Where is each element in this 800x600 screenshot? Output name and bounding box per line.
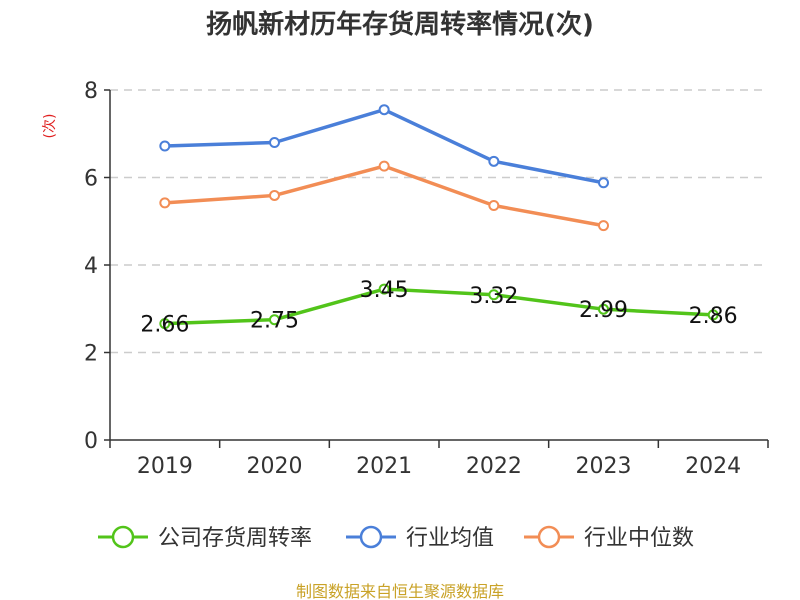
data-point-2-3 [488, 200, 500, 211]
data-point-1-3 [488, 155, 500, 167]
x-tick-label-2022: 2022 [466, 454, 522, 479]
grid-lines [110, 89, 768, 354]
chart-title: 扬帆新材历年存货周转率情况(次) [206, 9, 594, 40]
y-tick-label-8: 8 [84, 79, 98, 104]
data-label-0-3: 3.32 [469, 284, 518, 309]
data-point-2-2 [378, 160, 390, 172]
data-point-2-0 [159, 197, 171, 209]
legend-label-0: 公司存货周转率 [158, 526, 312, 551]
legend-label-2: 行业中位数 [584, 526, 694, 551]
legend-marker-0 [111, 525, 135, 549]
data-point-1-0 [159, 140, 171, 152]
series-line-0 [164, 287, 714, 326]
data-label-0-4: 2.99 [579, 298, 628, 323]
source-note: 制图数据来自恒生聚源数据库 [296, 582, 504, 600]
data-point-2-1 [269, 189, 280, 201]
data-point-0-1 [269, 314, 280, 326]
data-point-1-1 [269, 137, 280, 148]
series-line-1 [164, 107, 604, 185]
x-tick-label-2019: 2019 [137, 454, 193, 479]
data-label-0-5: 2.86 [689, 304, 738, 329]
legend-label-1: 行业均值 [406, 526, 494, 551]
data-point-0-3 [488, 289, 500, 301]
data-point-2-4 [598, 220, 609, 232]
y-tick-label-6: 6 [84, 167, 98, 192]
x-tick-label-2024: 2024 [685, 454, 741, 479]
series-layer [159, 104, 719, 330]
legend-marker-2 [537, 525, 561, 549]
data-label-0-2: 3.45 [360, 278, 409, 303]
data-point-0-0 [159, 318, 171, 330]
data-label-0-1: 2.75 [250, 309, 299, 334]
legend: 公司存货周转率 行业均值 行业中位数 [98, 525, 694, 551]
axes: 0 2 4 6 8 2019 2020 2021 2022 2023 2024 [84, 79, 769, 479]
x-tick-label-2020: 2020 [247, 454, 303, 479]
y-tick-label-0: 0 [84, 429, 98, 454]
y-tick-label-4: 4 [84, 254, 98, 279]
data-point-0-4 [598, 303, 609, 315]
series-line-2 [164, 164, 604, 228]
data-point-1-2 [378, 104, 390, 116]
x-tick-label-2021: 2021 [356, 454, 412, 479]
data-point-0-5 [707, 309, 719, 321]
y-tick-label-2: 2 [84, 342, 98, 367]
data-point-0-2 [378, 283, 390, 295]
y-axis-label: (次) [42, 114, 58, 139]
legend-marker-1 [359, 525, 383, 549]
x-tick-label-2023: 2023 [576, 454, 632, 479]
data-point-1-4 [598, 177, 609, 189]
data-label-0-0: 2.66 [140, 313, 189, 338]
data-labels: 2.66 2.75 3.45 3.32 2.99 2.86 [140, 278, 737, 338]
